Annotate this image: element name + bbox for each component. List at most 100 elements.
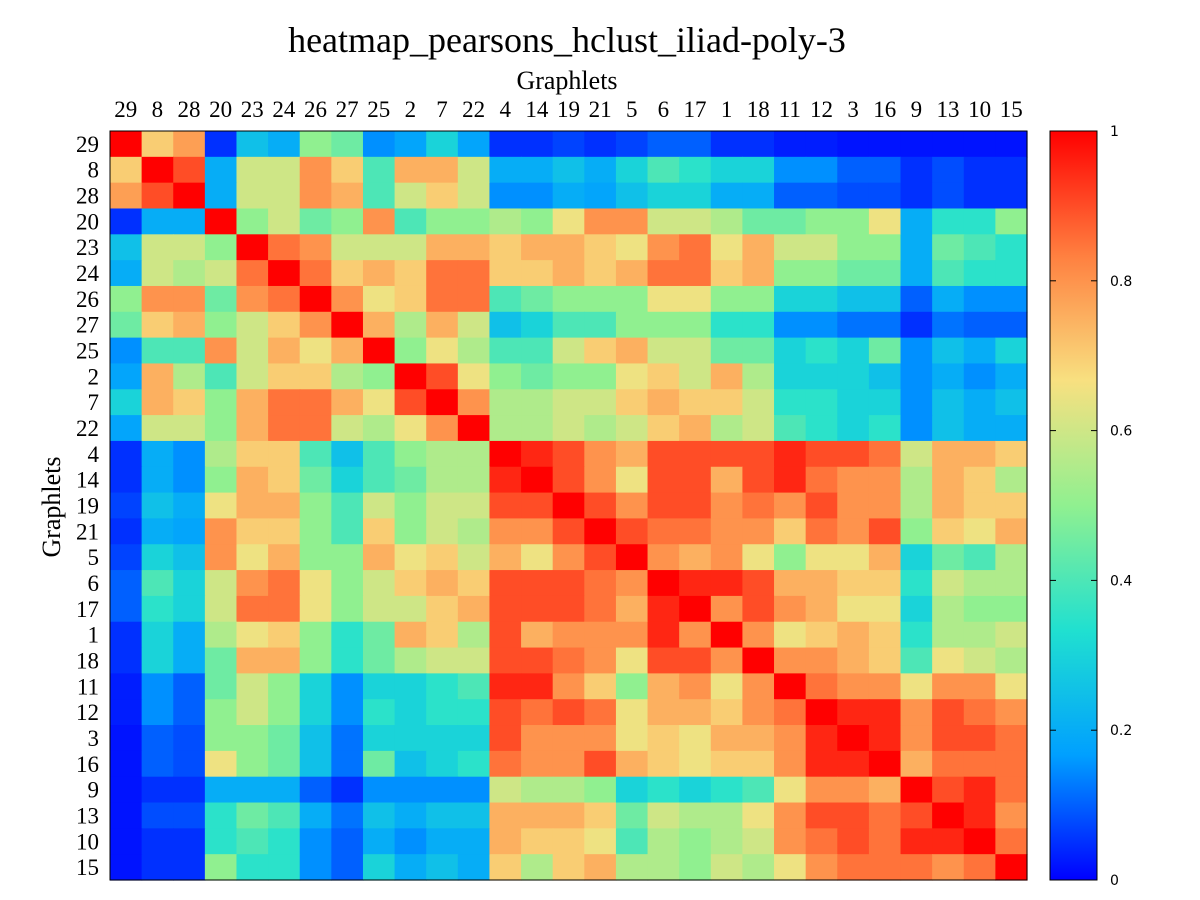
heatmap-cell	[805, 234, 838, 261]
heatmap-cell	[173, 647, 206, 674]
heatmap-cell	[679, 570, 712, 597]
heatmap-cell	[710, 156, 744, 184]
heatmap-cell	[457, 440, 491, 468]
heatmap-cell	[394, 828, 427, 855]
row-tick-labels: 2982820232426272527224141921561711811123…	[76, 132, 100, 880]
heatmap-cell	[489, 285, 522, 313]
heatmap-cell	[900, 208, 933, 235]
heatmap-cell	[394, 285, 427, 313]
heatmap-cell	[963, 725, 996, 752]
heatmap-cell	[268, 492, 301, 520]
row-label: 9	[88, 778, 100, 803]
heatmap-cell	[679, 337, 712, 365]
heatmap-cell	[426, 544, 459, 571]
heatmap-cell	[900, 182, 933, 210]
heatmap-cell	[236, 492, 269, 520]
heatmap-cell	[932, 647, 965, 674]
heatmap-cell	[647, 337, 680, 365]
heatmap-cell	[489, 725, 522, 752]
heatmap-cell	[394, 440, 427, 468]
heatmap-cell	[615, 776, 649, 804]
row-label: 13	[76, 803, 99, 828]
heatmap-cell	[141, 699, 174, 726]
heatmap-cell	[362, 440, 396, 468]
heatmap-cell	[268, 156, 301, 184]
row-label: 3	[88, 726, 100, 751]
column-label: 11	[779, 97, 801, 122]
heatmap-cell	[362, 802, 396, 829]
heatmap-cell	[173, 725, 206, 752]
heatmap-cell	[110, 647, 143, 674]
heatmap-cell	[457, 285, 491, 313]
heatmap-cell	[362, 570, 396, 597]
heatmap-cell	[774, 182, 807, 210]
heatmap-cell	[710, 415, 744, 442]
heatmap-cell	[204, 750, 238, 778]
column-label: 18	[747, 97, 770, 122]
heatmap-cell	[679, 156, 712, 184]
heatmap-cell	[141, 673, 174, 700]
heatmap-cell	[805, 854, 838, 881]
heatmap-cell	[742, 440, 775, 468]
heatmap-cell	[679, 182, 712, 210]
heatmap-cell	[394, 389, 427, 416]
heatmap-cell	[963, 544, 996, 571]
heatmap-cell	[805, 595, 838, 623]
heatmap-cell	[868, 260, 902, 287]
heatmap-cell	[457, 776, 491, 804]
heatmap-cell	[615, 260, 649, 287]
heatmap-cell	[647, 828, 680, 855]
heatmap-cell	[521, 182, 554, 210]
heatmap-cell	[552, 828, 585, 855]
heatmap-cell	[679, 699, 712, 726]
heatmap-cell	[236, 260, 269, 287]
heatmap-cell	[457, 131, 491, 158]
heatmap-cell	[584, 647, 617, 674]
heatmap-cell	[299, 570, 332, 597]
heatmap-cell	[331, 673, 364, 700]
heatmap-cell	[995, 725, 1028, 752]
heatmap-cell	[932, 131, 965, 158]
heatmap-cell	[489, 673, 522, 700]
heatmap-cell	[362, 415, 396, 442]
heatmap-cell	[299, 776, 332, 804]
column-label: 22	[462, 97, 485, 122]
heatmap-cell	[615, 337, 649, 365]
heatmap-cell	[995, 673, 1028, 700]
heatmap-cell	[426, 311, 459, 339]
heatmap-cell	[204, 854, 238, 881]
heatmap-cell	[362, 518, 396, 545]
heatmap-cell	[710, 595, 744, 623]
heatmap-cell	[742, 621, 775, 649]
heatmap-cell	[679, 854, 712, 881]
heatmap-cell	[932, 492, 965, 520]
heatmap-cell	[679, 389, 712, 416]
heatmap-cell	[362, 285, 396, 313]
heatmap-cell	[521, 492, 554, 520]
heatmap-cell	[584, 466, 617, 494]
heatmap-cell	[963, 750, 996, 778]
heatmap-cell	[141, 234, 174, 261]
heatmap-cell	[995, 311, 1028, 339]
heatmap-cell	[900, 363, 933, 390]
heatmap-cell	[489, 415, 522, 442]
heatmap-cell	[268, 466, 301, 494]
heatmap-cell	[710, 440, 744, 468]
heatmap-cell	[236, 544, 269, 571]
heatmap-cell	[584, 260, 617, 287]
column-label: 26	[304, 97, 327, 122]
heatmap-cell	[837, 854, 870, 881]
heatmap-cell	[489, 234, 522, 261]
row-label: 29	[76, 132, 99, 157]
heatmap-cell	[963, 466, 996, 494]
heatmap-cell	[805, 156, 838, 184]
row-label: 25	[76, 339, 99, 364]
heatmap-cell	[521, 544, 554, 571]
heatmap-cell	[584, 750, 617, 778]
colorbar-tick-label: 0.4	[1110, 573, 1132, 589]
heatmap-cell	[331, 595, 364, 623]
heatmap-cell	[995, 776, 1028, 804]
heatmap-cell	[331, 131, 364, 158]
heatmap-cell	[331, 337, 364, 365]
heatmap-cell	[268, 802, 301, 829]
